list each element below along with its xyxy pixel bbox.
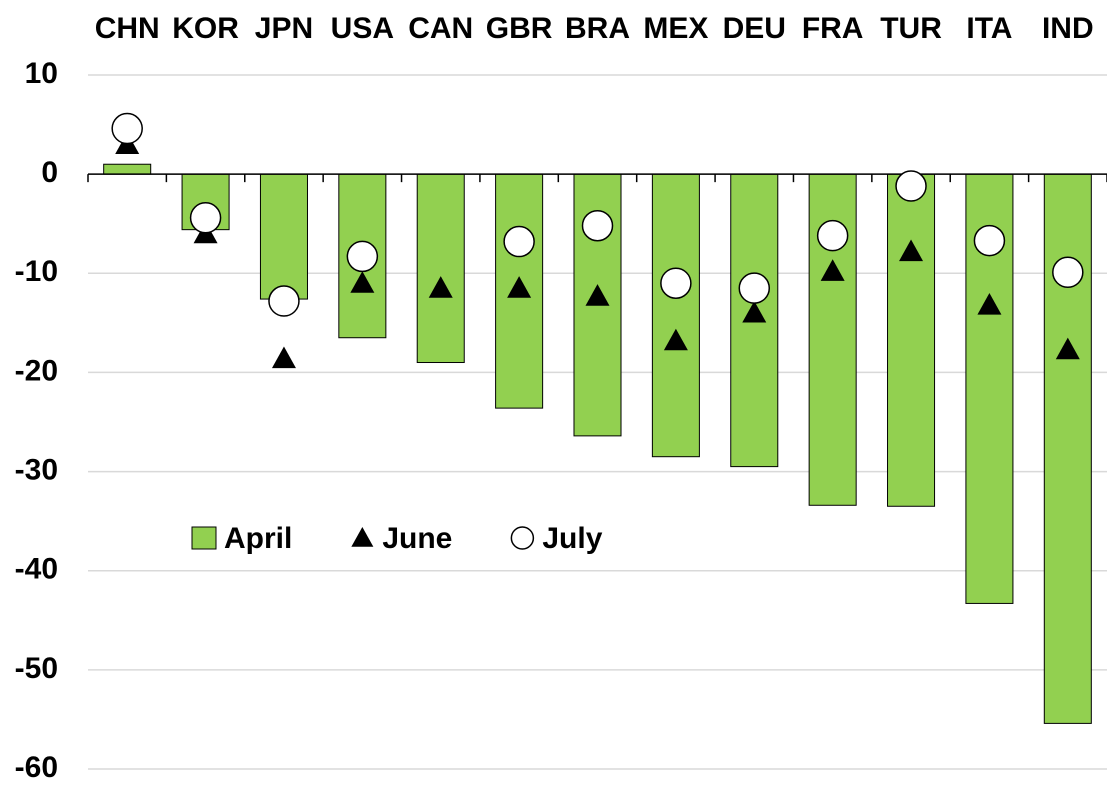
bar <box>887 173 936 507</box>
x-tick-label: CAN <box>408 12 473 45</box>
y-tick-label: -10 <box>15 255 58 288</box>
x-tick-label: KOR <box>172 12 239 45</box>
circle-marker <box>973 224 1006 257</box>
legend-swatch <box>191 526 217 550</box>
triangle-marker <box>585 284 610 306</box>
x-tick-label: BRA <box>565 12 630 45</box>
y-tick-label: 10 <box>25 57 58 90</box>
legend-label: April <box>224 522 292 555</box>
y-tick-label: -20 <box>15 354 58 387</box>
circle-marker <box>189 202 222 234</box>
x-tick-label: USA <box>331 12 394 45</box>
x-tick-label: MEX <box>643 12 708 45</box>
circle-marker <box>268 285 300 317</box>
circle-marker <box>581 209 614 242</box>
circle-marker <box>895 170 927 202</box>
x-tick-label: IND <box>1042 12 1094 45</box>
x-tick-label: ITA <box>966 12 1012 45</box>
triangle-marker <box>350 271 375 293</box>
circle-marker <box>503 225 535 258</box>
x-tick-label: FRA <box>802 12 864 45</box>
circle-marker <box>111 112 143 145</box>
bar <box>1043 173 1092 724</box>
y-tick-label: -30 <box>15 453 58 486</box>
x-tick-label: JPN <box>255 12 313 45</box>
triangle-marker <box>977 293 1002 315</box>
bar <box>259 173 308 300</box>
circle-marker <box>1052 256 1084 289</box>
circle-marker <box>738 272 771 304</box>
legend-label: July <box>542 522 602 555</box>
bar <box>103 163 152 175</box>
legend-swatch <box>510 526 535 550</box>
triangle-marker <box>1055 337 1080 360</box>
y-tick-label: -60 <box>15 751 58 784</box>
legend-label: June <box>382 522 452 555</box>
triangle-marker <box>428 276 453 298</box>
y-tick-label: 0 <box>41 156 58 189</box>
bar <box>651 173 700 458</box>
circle-marker <box>346 240 379 273</box>
x-tick-label: CHN <box>95 12 160 45</box>
legend-swatch <box>351 527 374 547</box>
triangle-marker <box>820 259 845 281</box>
triangle-marker <box>507 276 532 298</box>
bar <box>416 173 465 364</box>
y-tick-label: -50 <box>15 652 58 685</box>
x-tick-label: TUR <box>880 12 942 45</box>
x-tick-label: GBR <box>486 12 553 45</box>
triangle-marker <box>899 239 924 262</box>
triangle-marker <box>663 328 688 351</box>
circle-marker <box>816 219 849 252</box>
y-tick-label: -40 <box>15 553 58 586</box>
x-tick-label: DEU <box>723 12 786 45</box>
triangle-marker <box>742 300 767 323</box>
triangle-marker <box>271 346 296 369</box>
circle-marker <box>660 267 692 299</box>
